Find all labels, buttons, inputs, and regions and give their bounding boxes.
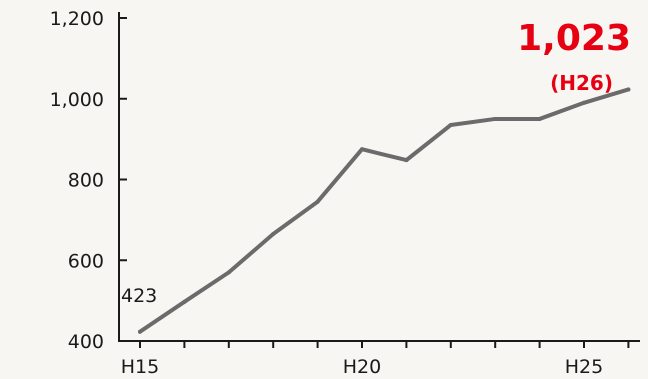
x-tick-label: H25 [565, 356, 603, 378]
data-point [271, 232, 276, 237]
data-point [138, 329, 142, 334]
data-point [582, 100, 586, 105]
start-value-label: 423 [121, 285, 157, 307]
data-point [360, 147, 364, 152]
data-point [493, 116, 498, 121]
y-tick-label: 600 [68, 250, 104, 272]
end-value-label: 1,023 [517, 18, 631, 59]
y-tick-label: 800 [68, 170, 104, 192]
data-point [315, 199, 320, 204]
x-ticks: H15 H20 H25 [121, 341, 630, 378]
y-tick-label: 1,000 [50, 89, 104, 111]
data-points [138, 87, 631, 334]
y-ticks: 1,200 1,000 800 600 400 [50, 8, 127, 353]
data-point [448, 122, 453, 127]
data-point [226, 270, 231, 275]
series-line [138, 87, 631, 334]
data-point [182, 299, 187, 304]
x-tick-label: H20 [343, 356, 381, 378]
end-year-label: (H26) [550, 71, 613, 95]
y-tick-label: 400 [68, 331, 104, 353]
x-tick-label: H15 [121, 356, 159, 378]
data-point [626, 87, 631, 92]
y-tick-label: 1,200 [50, 8, 104, 30]
data-point [537, 116, 542, 121]
data-point [404, 158, 409, 163]
